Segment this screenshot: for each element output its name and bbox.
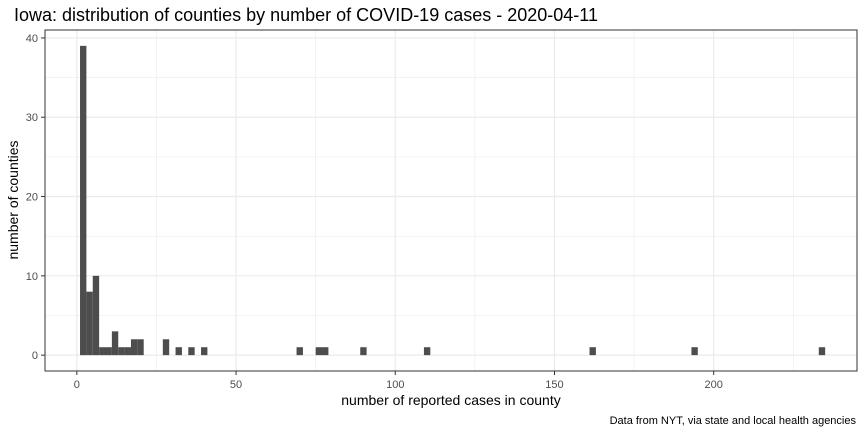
x-axis-tick-label: 200 <box>705 379 723 391</box>
histogram-bar <box>80 45 87 356</box>
histogram-bar <box>162 339 170 356</box>
axis-ticks <box>41 37 715 375</box>
y-axis-tick-label: 40 <box>26 33 38 45</box>
histogram-bar <box>118 347 125 356</box>
y-axis-title: number of counties <box>5 140 21 259</box>
histogram-bar <box>137 339 144 356</box>
histogram-bar <box>124 347 131 356</box>
histogram-bar <box>691 347 698 356</box>
histogram-bar <box>201 347 208 356</box>
x-axis-tick-label: 50 <box>230 379 242 391</box>
x-axis-tick-labels: 0 50 100 150 200 <box>74 379 723 391</box>
grid-lines-minor <box>45 30 857 371</box>
x-axis-title: number of reported cases in county <box>341 392 560 408</box>
histogram-bar <box>296 347 303 356</box>
histogram-bar <box>818 347 826 356</box>
histogram-bar <box>105 347 112 356</box>
histogram-bar <box>589 347 596 356</box>
histogram-bar <box>92 275 100 356</box>
histogram-bar <box>188 347 195 356</box>
histogram-bar <box>99 347 106 356</box>
plot-panel-border <box>44 29 858 372</box>
histogram-bar <box>322 347 329 356</box>
histogram-bar <box>86 291 93 356</box>
chart-caption: Data from NYT, via state and local healt… <box>610 415 857 427</box>
chart-title: Iowa: distribution of counties by number… <box>14 5 598 25</box>
y-axis-tick-label: 0 <box>32 350 38 362</box>
y-axis-tick-labels: 0 10 20 30 40 <box>26 33 38 362</box>
y-axis-tick-label: 30 <box>26 112 38 124</box>
y-axis-tick-label: 20 <box>26 192 38 204</box>
y-axis-tick-label: 10 <box>26 271 38 283</box>
histogram-bars <box>80 45 826 356</box>
histogram-bar <box>111 331 119 356</box>
histogram-bar <box>315 347 323 356</box>
x-axis-tick-label: 150 <box>545 379 563 391</box>
x-axis-tick-label: 100 <box>386 379 404 391</box>
histogram-bar <box>360 347 367 356</box>
x-axis-tick-label: 0 <box>74 379 80 391</box>
histogram-bar <box>175 347 182 356</box>
histogram-bar <box>423 347 431 356</box>
plot-panel <box>45 30 857 371</box>
histogram-bar <box>130 339 138 356</box>
